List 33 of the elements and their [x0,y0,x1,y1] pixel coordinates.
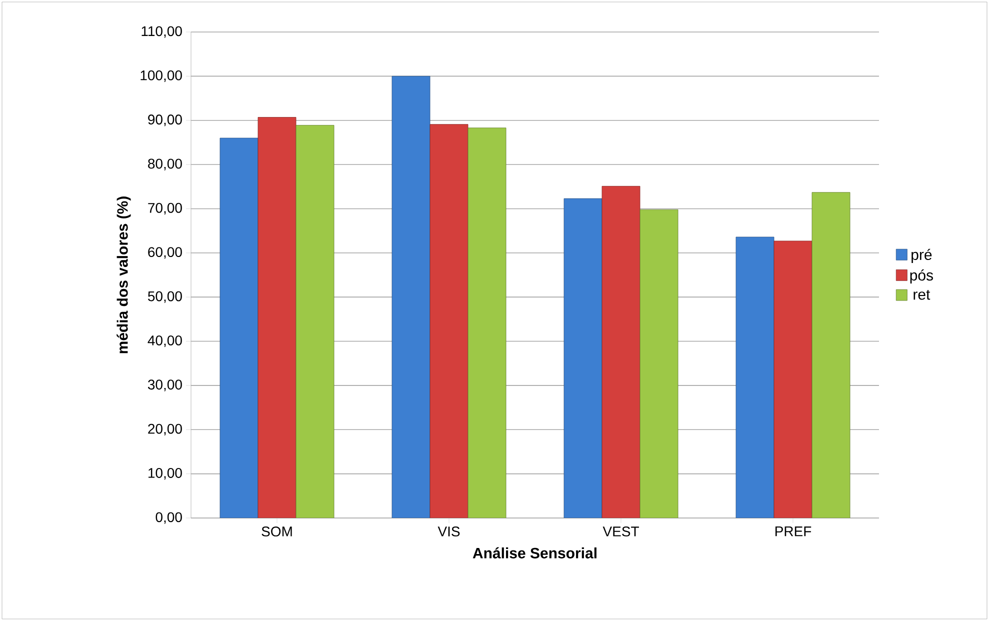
legend-label: pré [912,248,932,263]
bar [602,186,640,518]
bar [736,236,774,518]
bar [468,128,506,518]
y-tick-label: 0,00 [156,512,182,524]
y-axis-title: média dos valores (%) [116,196,131,354]
y-tick-label: 50,00 [148,291,182,303]
y-tick-label: 30,00 [148,380,182,392]
legend-label: pós [910,269,933,284]
bar [564,198,602,518]
y-tick-label: 10,00 [148,468,182,480]
y-tick-label: 20,00 [148,424,182,436]
bar [220,138,258,518]
bar [258,117,296,518]
y-tick-label: 90,00 [148,114,182,126]
y-tick-label: 60,00 [148,247,182,259]
x-tick-label: PREF [775,526,812,536]
y-tick-label: 80,00 [148,158,182,170]
y-tick-label: 100,00 [140,70,182,82]
x-axis-title: Análise Sensorial [472,547,596,558]
bar [812,192,850,518]
x-tick-label: VIS [438,526,460,536]
y-tick-label: 70,00 [148,202,182,214]
x-tick-label: VEST [602,526,639,536]
legend-label: ret [914,290,930,300]
bar [774,240,812,518]
bar [430,124,468,518]
bar [640,209,678,518]
y-tick-label: 40,00 [148,335,182,348]
bar [296,125,334,518]
bar [392,76,430,518]
x-tick-label: SOM [262,526,292,536]
y-tick-label: 110,00 [142,26,182,38]
